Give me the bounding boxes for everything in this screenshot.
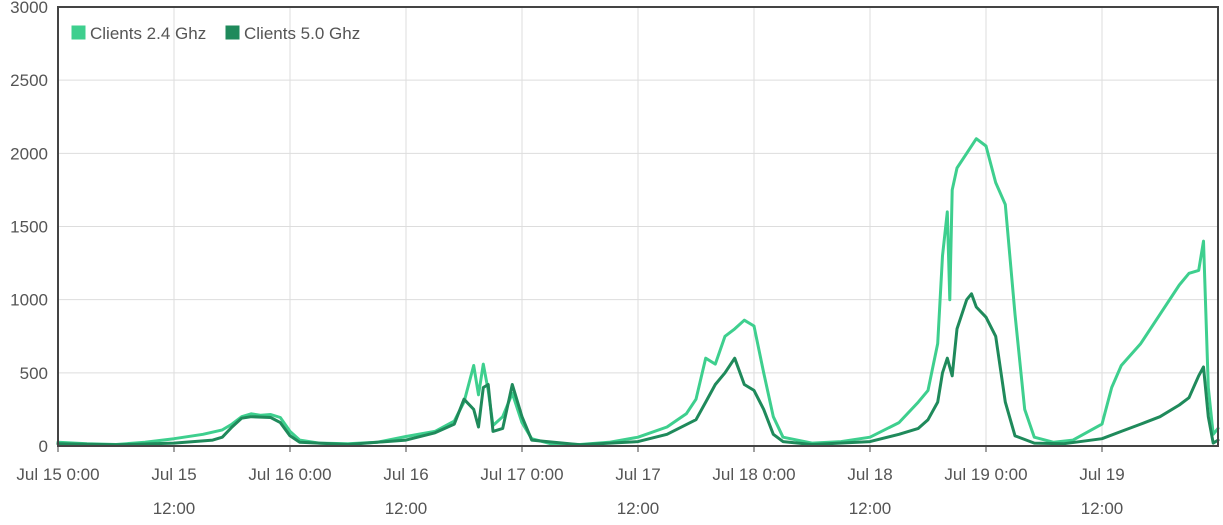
x-tick-label: Jul 17 [615,465,660,484]
x-tick-label: Jul 18 [847,465,892,484]
y-tick-label: 500 [20,364,48,383]
legend-label: Clients 5.0 Ghz [244,24,360,43]
y-tick-label: 1000 [10,291,48,310]
y-tick-label: 0 [39,437,48,456]
x-tick-label-time: 12:00 [153,499,196,518]
x-tick-label: Jul 19 [1079,465,1124,484]
y-tick-label: 1500 [10,218,48,237]
x-tick-label: Jul 17 0:00 [480,465,563,484]
y-tick-label: 3000 [10,0,48,17]
x-tick-label-time: 12:00 [617,499,660,518]
grid-lines [57,6,1218,447]
y-tick-label: 2500 [10,71,48,90]
series-layer [56,137,1220,447]
x-tick-label: Jul 18 0:00 [712,465,795,484]
x-tick-label: Jul 16 [383,465,428,484]
x-tick-label: Jul 15 0:00 [16,465,99,484]
legend-label: Clients 2.4 Ghz [90,24,206,43]
x-tick-label: Jul 16 0:00 [248,465,331,484]
x-tick-label-time: 12:00 [1081,499,1124,518]
x-tick-label-time: 12:00 [385,499,428,518]
series-line-clients-5-0-ghz [56,292,1220,447]
x-axis: Jul 15 0:00 Jul 15 12:00 Jul 16 0:00 Jul 16 1… [16,446,1125,518]
legend: Clients 2.4 Ghz Clients 5.0 Ghz [70,24,360,43]
legend-swatch [70,24,87,41]
legend-swatch [224,24,241,41]
y-tick-label: 2000 [10,144,48,163]
y-axis: 0 500 1000 1500 2000 2500 3000 [10,0,48,456]
x-tick-label: Jul 19 0:00 [944,465,1027,484]
x-tick-label-time: 12:00 [849,499,892,518]
series-line-clients-2-4-ghz [56,137,1220,446]
x-tick-label: Jul 15 [151,465,196,484]
